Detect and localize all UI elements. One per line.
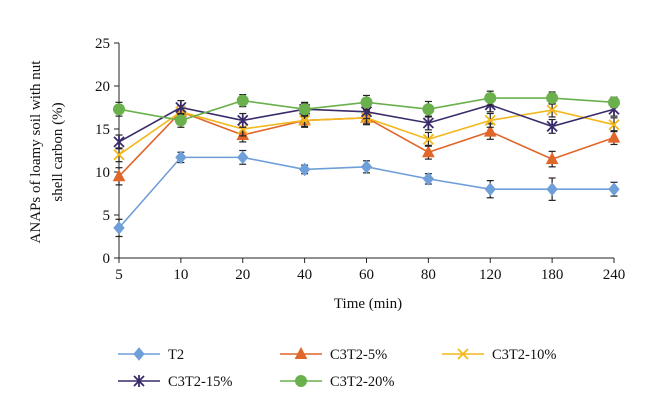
- data-point: [422, 103, 435, 116]
- legend-label: C3T2-10%: [492, 347, 556, 363]
- data-point: [112, 169, 126, 182]
- data-point: [360, 160, 373, 174]
- data-point: [236, 94, 249, 107]
- data-point: [113, 103, 125, 116]
- data-point: [484, 114, 496, 127]
- legend-label: C3T2-20%: [330, 374, 394, 390]
- data-point: [608, 119, 620, 131]
- y-tick-label: 25: [95, 36, 110, 52]
- y-tick-label: 20: [95, 79, 110, 95]
- data-point: [545, 152, 559, 165]
- data-point: [237, 114, 249, 127]
- legend-label: C3T2-5%: [330, 347, 387, 363]
- legend-label: C3T2-15%: [168, 374, 232, 390]
- legend-item-c3t2-20: C3T2-20%: [280, 374, 394, 390]
- data-point: [113, 149, 125, 161]
- legend-label: T2: [168, 347, 184, 363]
- x-tick-label: 180: [541, 267, 564, 283]
- data-point: [422, 172, 435, 186]
- legend-item-c3t2-5: C3T2-5%: [280, 346, 387, 363]
- data-point: [608, 96, 620, 109]
- data-point: [608, 182, 620, 196]
- series-layer: [112, 90, 621, 238]
- series-c3t2-20: [113, 90, 620, 128]
- data-point: [237, 150, 249, 165]
- legend-swatch-marker: [294, 346, 308, 359]
- x-tick-label: 120: [479, 267, 502, 283]
- x-tick-label: 10: [173, 267, 188, 283]
- data-point: [298, 114, 311, 127]
- legend-swatch-marker: [133, 347, 145, 361]
- x-tick-label: 240: [603, 267, 626, 283]
- x-axis-title: Time (min): [334, 296, 402, 312]
- data-point: [484, 182, 496, 196]
- series-c3t2-15: [113, 97, 620, 150]
- data-point: [546, 182, 558, 196]
- legend: T2 C3T2-5% C3T2-10% C3T2-15% C3T2-20%: [118, 346, 556, 390]
- data-point: [113, 135, 125, 148]
- data-point: [298, 162, 311, 177]
- data-point: [175, 101, 187, 114]
- legend-item-c3t2-15: C3T2-15%: [118, 374, 232, 390]
- data-point: [422, 145, 435, 158]
- x-tick-label: 80: [421, 267, 436, 283]
- data-point: [422, 116, 435, 129]
- series-t2: [113, 149, 620, 238]
- y-tick-label: 10: [95, 165, 110, 181]
- x-tick-label: 60: [359, 267, 374, 283]
- data-point: [607, 130, 621, 143]
- y-tick-label: 15: [95, 122, 110, 138]
- data-point: [360, 96, 373, 109]
- x-tick-label: 40: [297, 267, 312, 283]
- data-point: [546, 120, 558, 133]
- legend-swatch-marker: [457, 348, 469, 360]
- data-point: [546, 92, 559, 105]
- x-tick-label: 5: [115, 267, 123, 283]
- data-point: [237, 123, 249, 135]
- data-point: [422, 133, 435, 145]
- legend-swatch-marker: [295, 375, 307, 387]
- data-point: [546, 104, 558, 116]
- x-tick-label: 20: [235, 267, 250, 283]
- data-point: [298, 103, 311, 116]
- data-point: [113, 221, 125, 235]
- data-point: [484, 92, 497, 105]
- y-axis-title-line-2: shell carbon (%): [50, 102, 66, 201]
- legend-item-c3t2-10: C3T2-10%: [442, 347, 556, 363]
- data-point: [175, 150, 187, 165]
- y-tick-label: 0: [103, 251, 111, 267]
- y-axis-title-line-1: ANAPs of loamy soil with nut: [28, 60, 44, 244]
- legend-swatch-marker: [133, 375, 145, 387]
- legend-item-t2: T2: [118, 347, 184, 363]
- data-point: [174, 114, 187, 127]
- y-tick-label: 5: [103, 208, 111, 224]
- y-axis-title: ANAPs of loamy soil with nut shell carbo…: [28, 60, 66, 244]
- data-point: [483, 124, 497, 137]
